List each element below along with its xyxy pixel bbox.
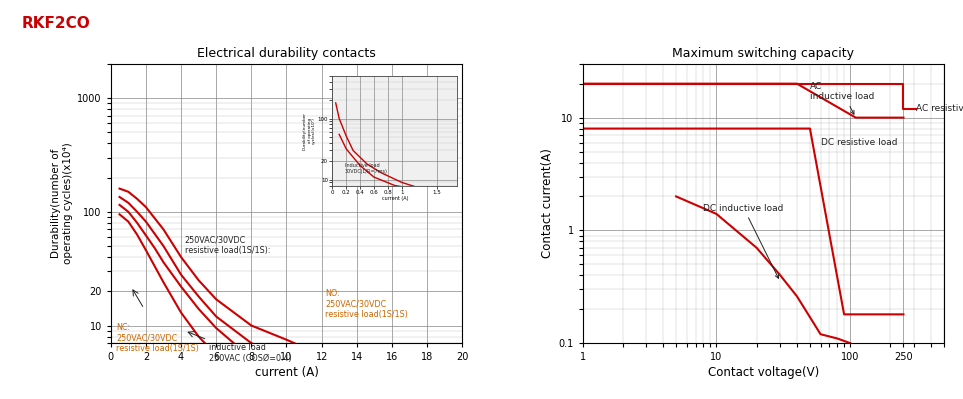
Text: RKF2CO: RKF2CO (21, 16, 90, 31)
Y-axis label: Durability(number
of operating
cycles)(x10⁴): Durability(number of operating cycles)(x… (303, 112, 316, 150)
X-axis label: current (A): current (A) (254, 366, 319, 379)
Text: Inductive load
30VDC(L/R=7ms): Inductive load 30VDC(L/R=7ms) (345, 163, 388, 174)
Text: 250VAC/30VDC
resistive load(1S/1S):: 250VAC/30VDC resistive load(1S/1S): (185, 235, 270, 255)
Text: NO:
250VAC/30VDC
resistive load(1S/1S): NO: 250VAC/30VDC resistive load(1S/1S) (325, 289, 408, 319)
X-axis label: current (A): current (A) (381, 196, 408, 201)
Text: DC resistive load: DC resistive load (820, 138, 897, 147)
Text: AC resistive load: AC resistive load (916, 104, 963, 113)
Text: NC:
250VAC/30VDC
resistive load(1S/1S): NC: 250VAC/30VDC resistive load(1S/1S) (116, 323, 199, 353)
Text: AC
inductive load: AC inductive load (810, 82, 874, 114)
Text: DC inductive load: DC inductive load (703, 203, 784, 279)
Title: Maximum switching capacity: Maximum switching capacity (672, 47, 854, 60)
Y-axis label: Durability(number of
operating cycles)(x10⁴): Durability(number of operating cycles)(x… (51, 142, 73, 265)
X-axis label: Contact voltage(V): Contact voltage(V) (708, 366, 819, 379)
Text: inductive load
250VAC (COSØ=0.4): inductive load 250VAC (COSØ=0.4) (209, 343, 292, 363)
Y-axis label: Contact current(A): Contact current(A) (541, 148, 554, 259)
Title: Electrical durability contacts: Electrical durability contacts (197, 47, 376, 60)
